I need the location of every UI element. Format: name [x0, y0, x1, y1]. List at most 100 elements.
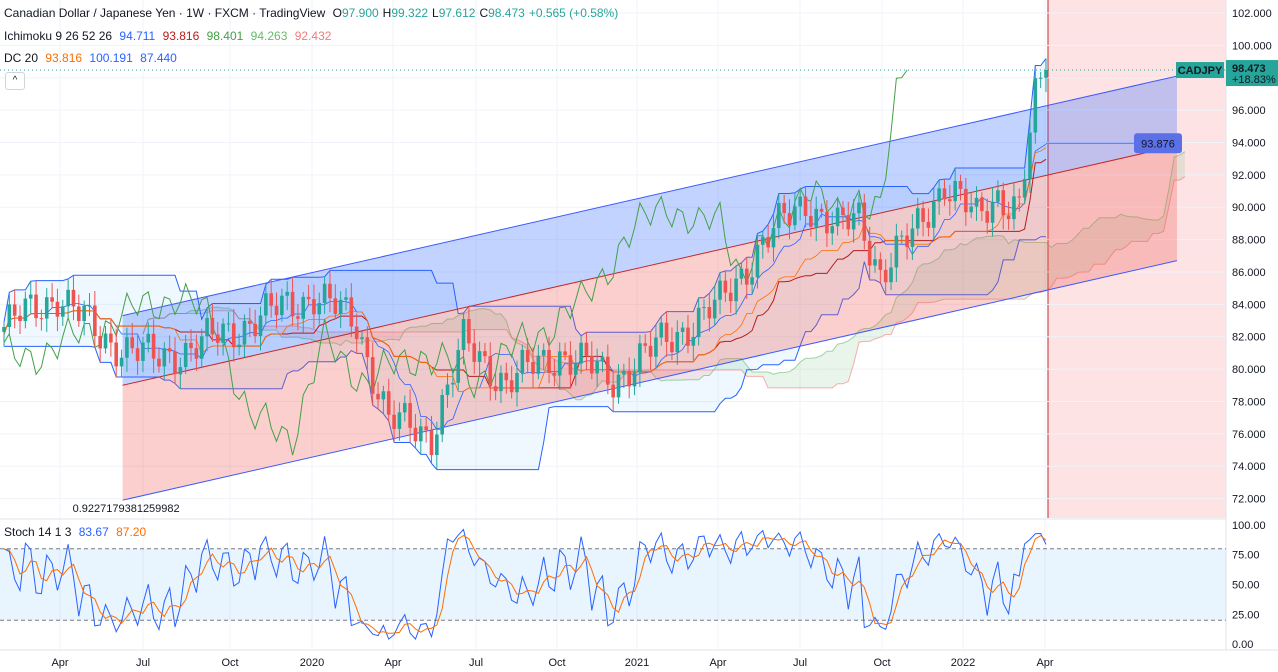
time-tick: 2021: [625, 657, 649, 669]
candle: [183, 334, 188, 374]
candle-body: [333, 298, 338, 314]
price-tag-box: [1226, 60, 1278, 87]
candle-body: [23, 298, 28, 322]
candle: [445, 373, 450, 408]
cloud-segment: [1056, 243, 1063, 279]
candle: [60, 299, 65, 327]
candle: [1044, 58, 1048, 93]
candle: [493, 372, 498, 401]
candle-body: [488, 356, 493, 387]
cloud-segment: [415, 326, 421, 333]
candle-body: [589, 355, 594, 374]
candle-body: [969, 206, 973, 213]
cloud-segment: [378, 332, 384, 342]
candle: [905, 223, 909, 260]
candle: [461, 312, 466, 365]
candle-body: [686, 327, 690, 346]
candle: [515, 360, 519, 407]
cloud-segment: [1094, 217, 1100, 265]
legend-ichimoku[interactable]: Ichimoku 9 26 52 26 94.711 93.816 98.401…: [4, 29, 335, 43]
candle-body: [18, 315, 22, 322]
candle-body: [557, 351, 562, 376]
candle-body: [563, 351, 567, 356]
candle: [258, 306, 263, 351]
candle: [162, 342, 167, 381]
ichimoku-conversion-line: [3, 143, 1047, 430]
candle-body: [723, 280, 728, 293]
price-tag-change: +18.83%: [1232, 74, 1276, 86]
candle: [707, 293, 712, 332]
donchian-fill: [4, 58, 1046, 470]
collapse-legend-button[interactable]: ^: [5, 72, 25, 90]
cloud-segment: [885, 312, 892, 335]
candle: [777, 193, 781, 239]
candle: [755, 233, 760, 289]
line-tag-text: 93.876: [1141, 138, 1175, 150]
candle: [654, 324, 658, 370]
candle-body: [242, 320, 247, 345]
candle-body: [296, 316, 300, 319]
legend-stoch[interactable]: Stoch 14 1 3 83.67 87.20: [4, 525, 150, 539]
cloud-segment: [773, 372, 779, 388]
cloud-segment: [741, 358, 747, 377]
candle-body: [178, 367, 183, 375]
candle: [381, 385, 386, 414]
candle-body: [354, 326, 359, 340]
cloud-segment: [271, 326, 277, 331]
price-tick: 96.000: [1232, 105, 1266, 117]
candle: [606, 344, 610, 395]
time-tick: Apr: [384, 657, 401, 669]
candle-body: [210, 317, 215, 335]
candle-body: [461, 318, 466, 350]
candle-body: [60, 306, 65, 317]
candle-body: [1006, 215, 1011, 220]
ohlc-values: O97.900 H99.322 L97.612 C98.473 +0.565 (+0.5…: [333, 6, 623, 20]
legend-dc[interactable]: DC 20 93.816 100.191 87.440: [4, 51, 181, 65]
candle: [873, 245, 877, 273]
candle-body: [317, 303, 322, 315]
cloud-segment: [1152, 219, 1159, 234]
candle: [942, 179, 947, 206]
candle-body: [937, 188, 941, 202]
candle-body: [467, 318, 471, 344]
candle: [322, 276, 327, 314]
candle: [50, 283, 54, 309]
cloud-segment: [965, 241, 972, 300]
candle-body: [146, 333, 151, 343]
candle: [744, 257, 749, 300]
regression-lower-line: [122, 260, 1178, 501]
candle-body: [899, 235, 904, 237]
ichimoku-lead2: 92.432: [294, 29, 332, 43]
candle-body: [718, 280, 722, 300]
candle: [440, 389, 444, 443]
candle-body: [451, 382, 455, 385]
candle: [536, 344, 541, 380]
candle-body: [28, 294, 33, 299]
candle-body: [627, 370, 631, 387]
candle-body: [424, 426, 428, 431]
cloud-segment: [484, 308, 491, 330]
candle-body: [622, 370, 626, 375]
candle: [77, 294, 81, 327]
price-tick: 102.000: [1232, 8, 1272, 20]
cloud-segment: [442, 319, 448, 333]
candle: [787, 199, 792, 240]
candle-body: [114, 342, 119, 367]
candle-body: [66, 289, 70, 307]
candle: [2, 322, 6, 347]
candle: [386, 378, 391, 421]
candle-body: [958, 181, 963, 189]
candle-body: [397, 412, 402, 429]
candle-body: [349, 297, 354, 327]
candle-body: [392, 414, 396, 429]
candle-body: [654, 337, 658, 357]
candle: [280, 288, 284, 322]
candle: [114, 328, 119, 377]
candle: [376, 382, 380, 410]
candle: [173, 337, 177, 384]
cloud-segment: [1024, 242, 1030, 300]
cloud-segment: [800, 358, 806, 388]
cloud-segment: [987, 236, 993, 300]
cloud-segment: [1179, 151, 1185, 181]
